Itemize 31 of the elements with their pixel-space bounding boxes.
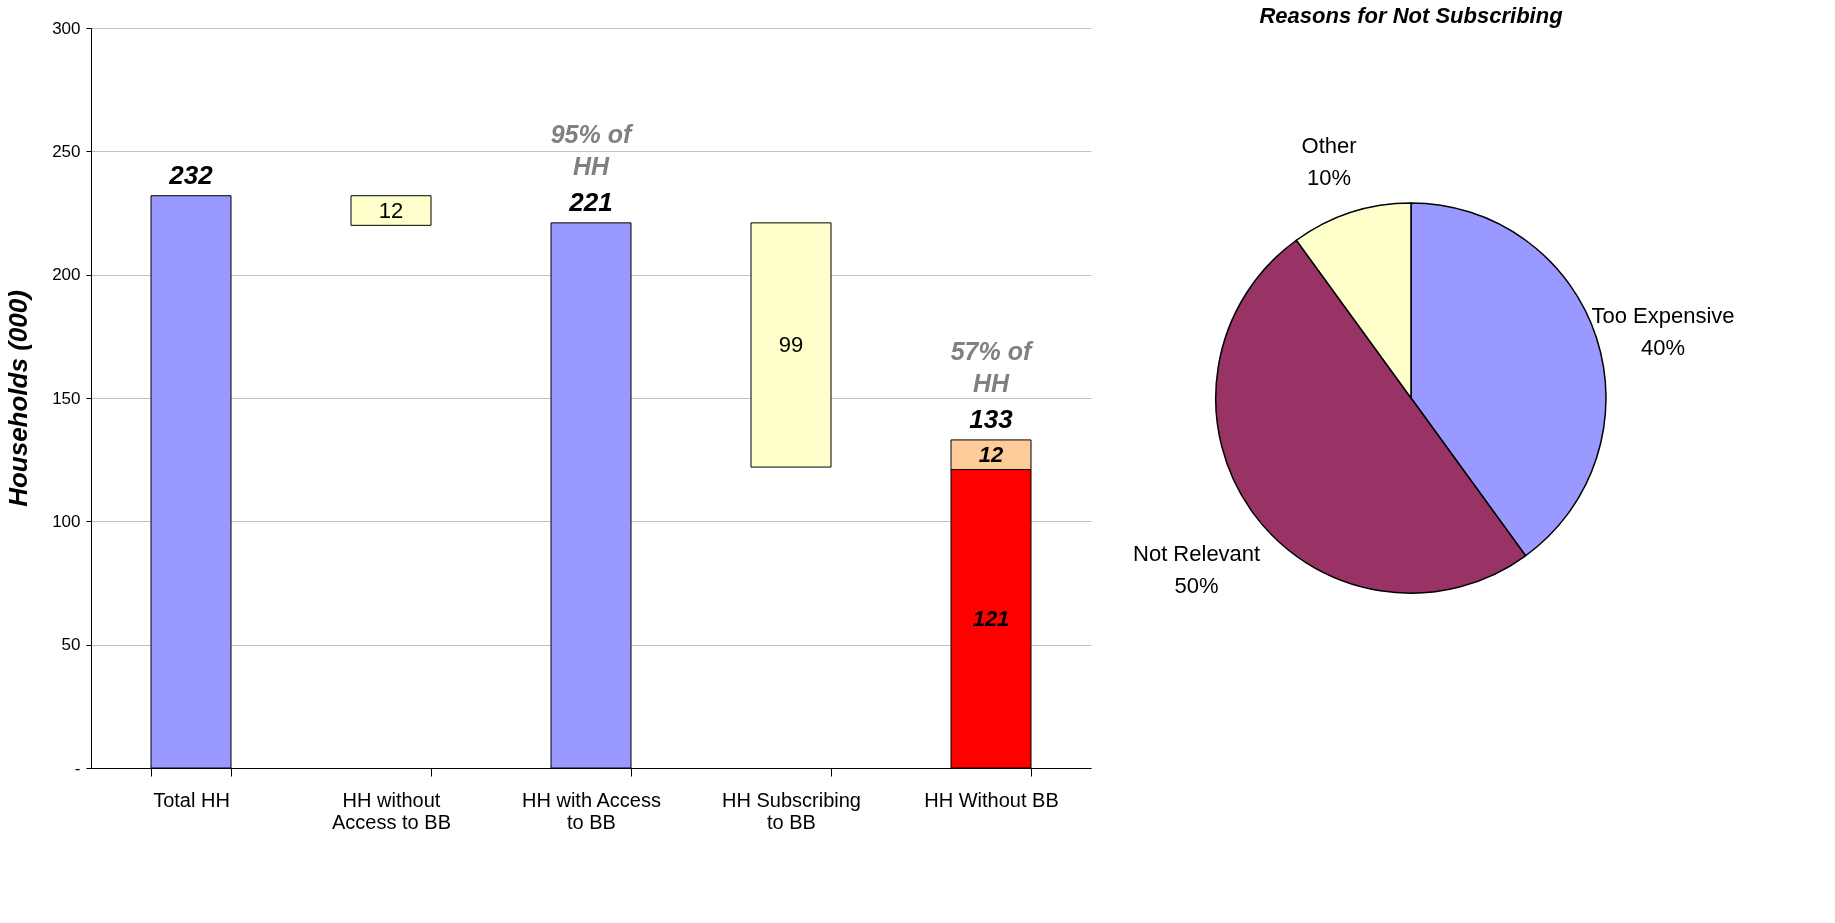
y-axis-title: Households (000)	[3, 290, 34, 507]
x-tick-label: Total HH	[153, 788, 230, 811]
y-tick-label: 200	[52, 265, 81, 285]
y-tick-label: 250	[52, 141, 81, 161]
y-tick-label: -	[74, 758, 81, 778]
x-tick-label: HH without Access to BB	[332, 788, 451, 833]
total-label: 232	[168, 159, 214, 190]
data-label: 50%	[1174, 572, 1219, 598]
bar	[750, 222, 832, 468]
total-label: 221	[568, 186, 613, 217]
y-tick-label: 300	[52, 18, 81, 38]
x-tick-label: HH Subscribing to BB	[722, 788, 861, 833]
annotation: 57% of HH	[950, 336, 1034, 397]
data-label: 99	[778, 331, 804, 357]
slice-label: Other	[1301, 132, 1357, 158]
data-label: 10%	[1307, 164, 1352, 190]
y-tick-label: 50	[61, 635, 81, 655]
slice-label: Too Expensive	[1591, 303, 1735, 329]
slice-label: Not Relevant	[1133, 540, 1261, 566]
data-label: 12	[378, 197, 404, 223]
y-tick-label: 150	[52, 388, 81, 408]
chart-title: Reasons for Not Subscribing	[1259, 3, 1564, 28]
annotation: 95% of HH	[550, 119, 634, 180]
x-tick-label: HH with Access to BB	[522, 788, 661, 833]
y-tick-label: 100	[52, 511, 81, 531]
data-label: 121	[972, 605, 1010, 631]
data-label: 40%	[1641, 335, 1686, 361]
x-tick-label: HH Without BB	[924, 788, 1059, 811]
bar	[350, 195, 432, 226]
data-label: 12	[978, 441, 1004, 467]
total-label: 133	[969, 403, 1014, 434]
